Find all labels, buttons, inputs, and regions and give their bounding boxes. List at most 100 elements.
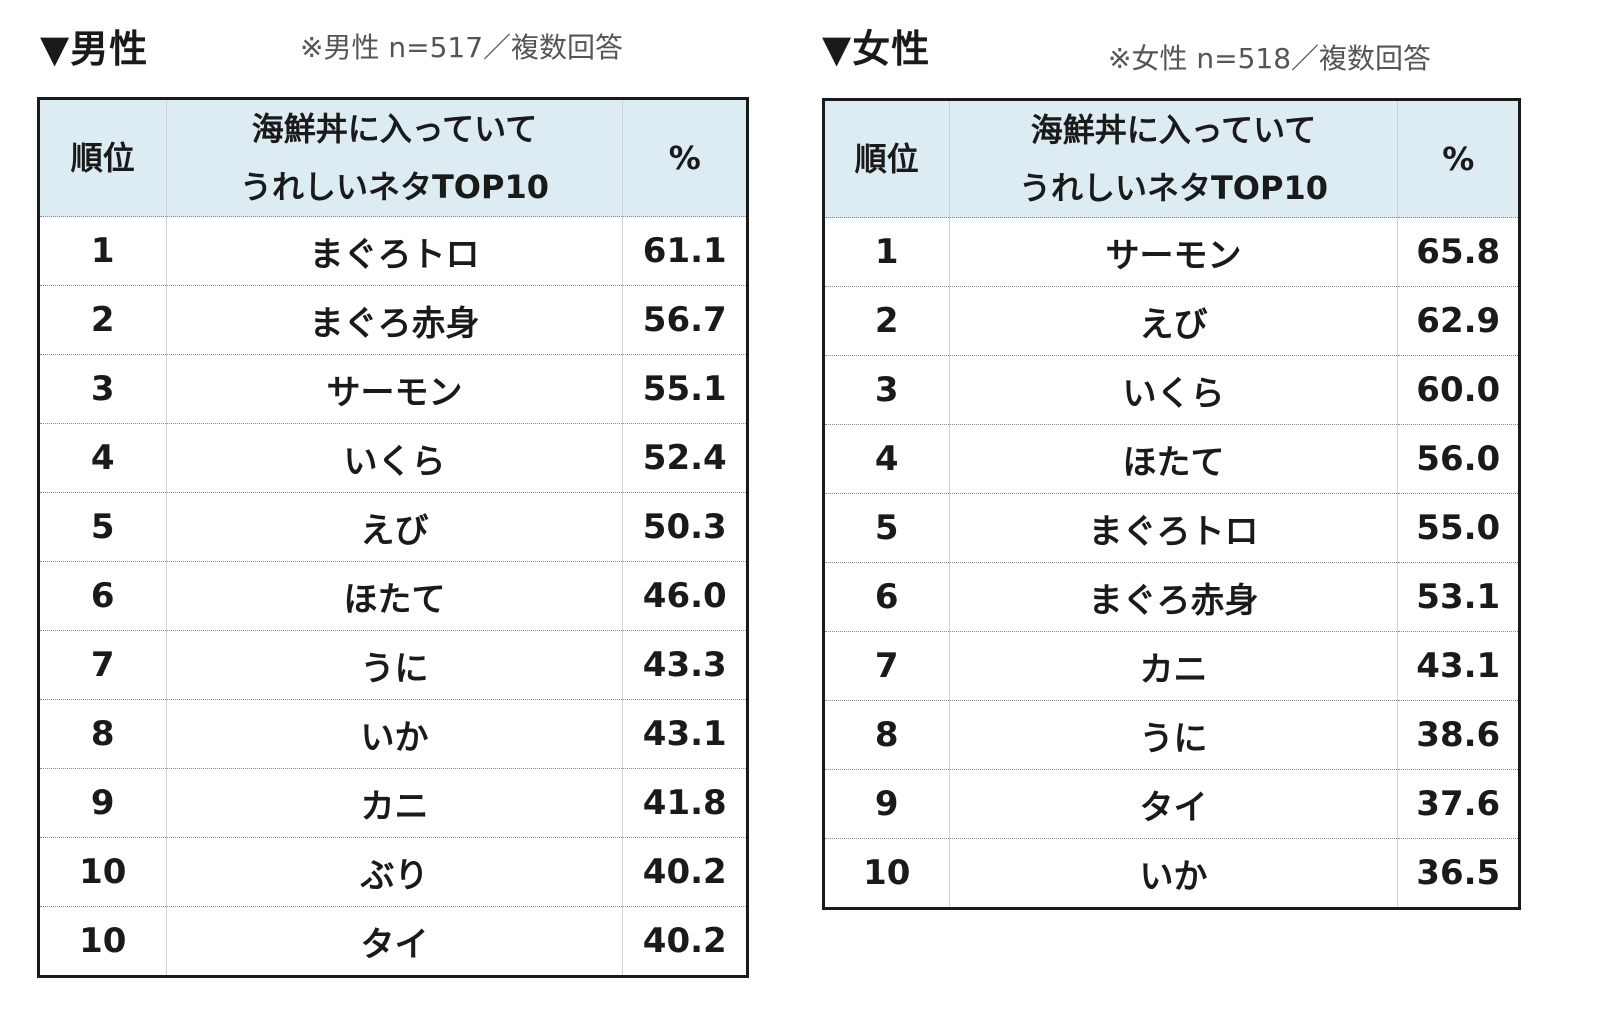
table-row: 3 サーモン 55.1 [38,354,748,424]
item-cell: いか [166,699,624,769]
item-cell: うに [949,700,1399,770]
item-cell: タイ [949,769,1399,839]
header-item-line1: 海鮮丼に入っていて [1030,111,1317,149]
percent-cell: 40.2 [642,921,727,961]
percent-cell: 52.4 [622,423,748,493]
item-cell: サーモン [949,217,1399,287]
item-cell: いくら [166,423,624,493]
header-item-line1: 海鮮丼に入っていて [251,110,538,148]
rank-cell: 10 [38,837,167,907]
rank-cell: 7 [38,630,167,700]
item-cell: いくら [949,355,1399,425]
item-cell: えび [949,286,1399,356]
table-row: 8 いか 43.1 [38,699,748,769]
header-item-line2: うれしいネタTOP10 [239,168,549,206]
rank-cell: 2 [38,285,167,355]
table-row: 9 タイ 37.6 [823,769,1520,839]
table-row: 4 ほたて 56.0 [823,424,1520,494]
item-cell: いか [949,838,1399,909]
table-row: 5 えび 50.3 [38,492,748,562]
item-cell: えび [166,492,624,562]
percent-cell: 60.0 [1397,355,1520,425]
women-ranking-table: 順位 海鮮丼に入っていて うれしいネタTOP10 % 1 サーモン 65.8 2 えび 6… [822,98,1521,910]
percent-cell: 55.0 [1397,493,1520,563]
percent-cell: 37.6 [1397,769,1520,839]
percent-cell: 61.1 [622,216,748,286]
percent-cell: 43.1 [1397,631,1520,701]
percent-cell: 55.1 [622,354,748,424]
rank-cell: 6 [823,562,950,632]
header-percent: % [622,98,748,217]
item-cell: タイ [166,906,624,977]
rank-cell: 3 [823,355,950,425]
men-panel-title: ▼男性 [40,27,149,71]
percent-cell: 38.6 [1397,700,1520,770]
table-row: 6 ほたて 46.0 [38,561,748,631]
table-row: 1 まぐろトロ 61.1 [38,216,748,286]
rank-cell: 4 [823,424,950,494]
rank-cell: 3 [38,354,167,424]
percent-cell: 62.9 [1397,286,1520,356]
header-percent: % [1397,99,1520,218]
women-table-body: 1 サーモン 65.8 2 えび 62.9 3 いくら 60.0 4 ほたて 56.0 5 まぐろトロ 55… [823,217,1520,909]
table-row: 9 カニ 41.8 [38,768,748,838]
women-sample-note: ※女性 n=518／複数回答 [1108,42,1432,75]
rank-cell: 5 [38,492,167,562]
rank-cell: 2 [823,286,950,356]
rank-cell: 1 [38,216,167,286]
item-cell: まぐろトロ [949,493,1399,563]
percent-cell: 50.3 [622,492,748,562]
header-rank: 順位 [823,99,950,218]
item-cell: カニ [949,631,1399,701]
percent-cell: 36.5 [1416,853,1501,893]
item-cell: カニ [166,768,624,838]
rank-cell: 10 [823,838,950,909]
percent-cell: 56.0 [1397,424,1520,494]
women-panel-title: ▼女性 [822,27,931,71]
table-row: 1 サーモン 65.8 [823,217,1520,287]
table-row: 10 タイ 40.2 [38,906,748,977]
percent-cell: 43.1 [622,699,748,769]
header-rank: 順位 [38,98,167,217]
percent-cell: 53.1 [1397,562,1520,632]
table-row: 2 えび 62.9 [823,286,1520,356]
men-sample-note: ※男性 n=517／複数回答 [300,31,624,64]
item-cell: うに [166,630,624,700]
table-header-row: 順位 海鮮丼に入っていて うれしいネタTOP10 % [823,99,1520,218]
table-row: 7 うに 43.3 [38,630,748,700]
header-item: 海鮮丼に入っていて うれしいネタTOP10 [949,99,1399,218]
item-cell: ぶり [166,837,624,907]
table-row: 10 ぶり 40.2 [38,837,748,907]
rank-cell: 8 [38,699,167,769]
rank-cell: 7 [823,631,950,701]
rank-cell: 1 [823,217,950,287]
rank-cell: 4 [38,423,167,493]
item-cell: ほたて [949,424,1399,494]
rank-cell: 9 [38,768,167,838]
percent-cell: 43.3 [622,630,748,700]
men-table-body: 1 まぐろトロ 61.1 2 まぐろ赤身 56.7 3 サーモン 55.1 4 いくら 52.4 5 えび… [38,216,748,977]
item-cell: まぐろトロ [166,216,624,286]
percent-cell: 46.0 [622,561,748,631]
rank-cell: 10 [38,906,167,977]
table-header-row: 順位 海鮮丼に入っていて うれしいネタTOP10 % [38,98,748,217]
header-item: 海鮮丼に入っていて うれしいネタTOP10 [166,98,624,217]
percent-cell: 40.2 [622,837,748,907]
men-ranking-table: 順位 海鮮丼に入っていて うれしいネタTOP10 % 1 まぐろトロ 61.1 2 まぐ… [37,97,749,978]
rank-cell: 6 [38,561,167,631]
table-row: 7 カニ 43.1 [823,631,1520,701]
item-cell: まぐろ赤身 [166,285,624,355]
table-row: 5 まぐろトロ 55.0 [823,493,1520,563]
item-cell: まぐろ赤身 [949,562,1399,632]
table-row: 10 いか 36.5 [823,838,1520,909]
table-row: 3 いくら 60.0 [823,355,1520,425]
table-row: 4 いくら 52.4 [38,423,748,493]
percent-cell: 41.8 [622,768,748,838]
table-row: 8 うに 38.6 [823,700,1520,770]
header-item-line2: うれしいネタTOP10 [1018,169,1328,207]
item-cell: ほたて [166,561,624,631]
table-row: 2 まぐろ赤身 56.7 [38,285,748,355]
percent-cell: 56.7 [622,285,748,355]
rank-cell: 8 [823,700,950,770]
percent-cell: 65.8 [1397,217,1520,287]
